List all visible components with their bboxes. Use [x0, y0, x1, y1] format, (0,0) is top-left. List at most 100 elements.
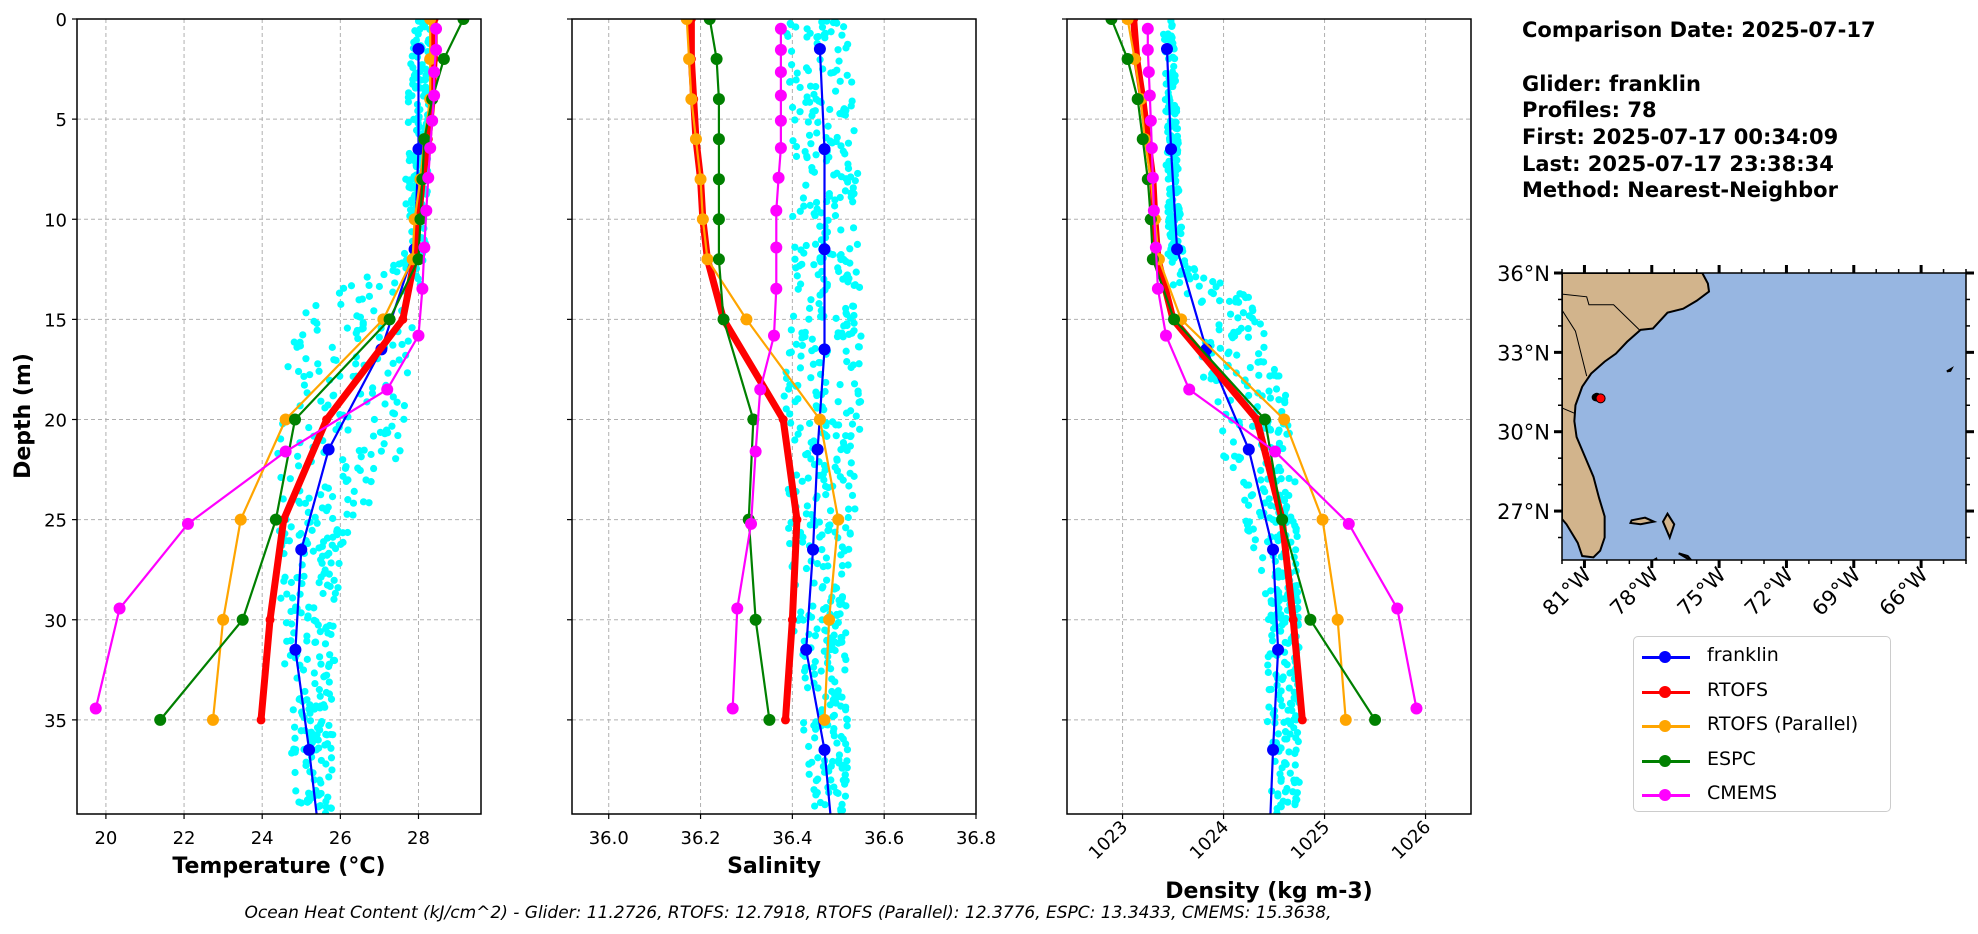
glider-scatter-point	[1169, 281, 1177, 289]
glider-scatter-point	[1286, 720, 1295, 728]
glider-scatter-point	[1292, 716, 1300, 724]
series-marker	[749, 613, 762, 626]
glider-scatter-point	[833, 739, 841, 747]
series-marker	[774, 66, 787, 79]
glider-scatter-point	[391, 279, 399, 287]
glider-scatter-point	[1165, 198, 1173, 206]
glider-scatter-point	[1250, 544, 1258, 552]
glider-scatter-point	[287, 607, 295, 616]
series-marker	[279, 445, 292, 458]
glider-scatter-point	[357, 453, 365, 461]
glider-scatter-point	[788, 103, 797, 111]
glider-scatter-point	[801, 674, 809, 682]
series-marker	[1121, 19, 1134, 25]
series-marker	[770, 282, 783, 295]
glider-scatter-point	[805, 315, 813, 323]
glider-scatter-point	[849, 224, 858, 232]
series-line	[1110, 19, 1376, 721]
glider-scatter-point	[350, 487, 358, 496]
series-marker	[774, 89, 787, 102]
glider-scatter-point	[810, 670, 819, 678]
y-tick-label: 10	[44, 210, 67, 231]
glider-scatter-point	[1260, 343, 1268, 351]
series-marker	[154, 713, 167, 726]
glider-scatter-point	[792, 76, 800, 84]
glider-scatter-point	[1244, 501, 1253, 509]
glider-scatter-point	[303, 539, 312, 548]
glider-scatter-point	[838, 800, 846, 808]
glider-scatter-point	[390, 410, 399, 418]
glider-scatter-point	[793, 69, 801, 77]
series-marker	[685, 93, 698, 106]
glider-scatter-point	[305, 494, 313, 502]
glider-scatter-point	[333, 526, 341, 534]
glider-scatter-point	[843, 757, 851, 765]
glider-scatter-point	[799, 194, 808, 202]
glider-scatter-point	[339, 456, 347, 464]
glider-scatter-point	[404, 118, 412, 127]
glider-scatter-point	[786, 410, 794, 418]
x-tick-label: 22	[173, 828, 196, 849]
glider-scatter-point	[349, 511, 357, 519]
glider-scatter-point	[801, 328, 809, 336]
glider-scatter-point	[317, 660, 325, 668]
series-marker	[696, 213, 709, 226]
glider-scatter-point	[836, 600, 844, 609]
glider-scatter-point	[1292, 527, 1300, 535]
glider-scatter-point	[330, 576, 338, 584]
series-marker	[1171, 243, 1184, 256]
glider-scatter-point	[303, 798, 312, 806]
series-marker	[1267, 543, 1280, 556]
series-marker	[774, 43, 787, 56]
glider-scatter-point	[315, 367, 323, 375]
glider-scatter-point	[313, 326, 321, 334]
glider-scatter-point	[282, 619, 291, 627]
glider-scatter-point	[850, 319, 858, 327]
glider-scatter-point	[334, 584, 342, 592]
glider-scatter-point	[844, 178, 852, 186]
glider-scatter-point	[400, 249, 409, 258]
glider-scatter-point	[1245, 312, 1253, 320]
plot-area	[680, 19, 865, 814]
glider-scatter-point	[1190, 266, 1199, 274]
series-marker	[1272, 643, 1285, 656]
glider-scatter-point	[847, 363, 855, 372]
glider-scatter-point	[1267, 501, 1275, 510]
glider-scatter-point	[305, 603, 313, 611]
series-marker	[424, 19, 437, 25]
glider-scatter-point	[389, 341, 397, 349]
glider-scatter-point	[323, 581, 332, 589]
glider-scatter-point	[817, 258, 825, 266]
series-marker	[322, 443, 335, 456]
legend-label: CMEMS	[1707, 782, 1778, 804]
glider-scatter-point	[847, 102, 855, 110]
glider-scatter-point	[410, 71, 419, 79]
last-time: Last: 2025-07-17 23:38:34	[1522, 152, 1834, 176]
glider-scatter-point	[842, 524, 850, 532]
glider-scatter-point	[847, 432, 855, 440]
series-marker	[428, 89, 441, 102]
glider-scatter-point	[1275, 396, 1283, 404]
glider-scatter-point	[1274, 730, 1282, 738]
glider-scatter-point	[812, 198, 821, 207]
glider-scatter-point	[1264, 668, 1272, 677]
glider-scatter-point	[838, 31, 846, 39]
glider-scatter-point	[1233, 351, 1241, 359]
glider-scatter-point	[817, 236, 825, 244]
glider-scatter-point	[818, 23, 827, 31]
glider-scatter-point	[852, 412, 860, 420]
glider-scatter-point	[842, 740, 850, 748]
glider-scatter-point	[852, 268, 860, 276]
series-marker	[424, 141, 437, 154]
glider-scatter-point	[827, 762, 835, 770]
series-marker	[412, 329, 425, 342]
lon-tick-label: 75°W	[1673, 562, 1731, 620]
glider-scatter-point	[847, 193, 855, 201]
glider-scatter-point	[796, 83, 804, 92]
glider-scatter-point	[335, 289, 344, 297]
glider-scatter-point	[848, 491, 857, 500]
series-marker	[763, 713, 776, 726]
glider-scatter-point	[1251, 318, 1259, 326]
series-marker	[1168, 313, 1181, 326]
series-marker	[303, 743, 316, 756]
